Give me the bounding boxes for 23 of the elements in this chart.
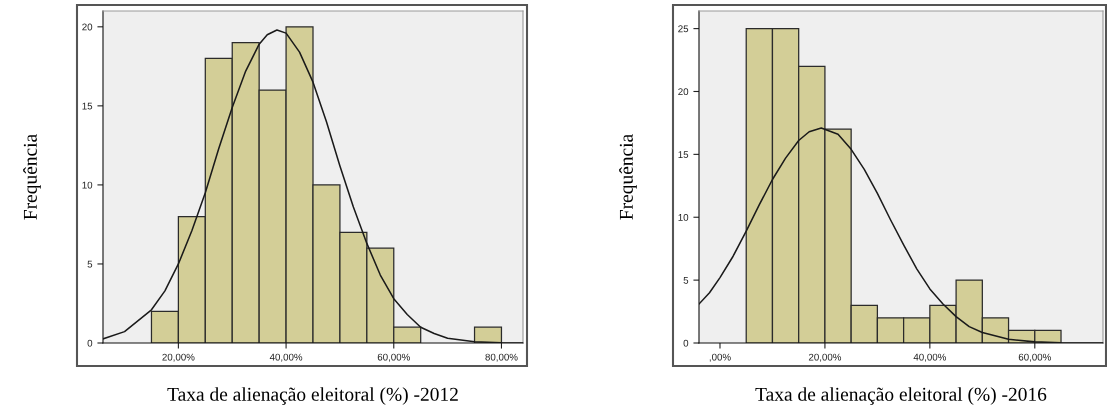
x-tick-label: ,00% (709, 353, 731, 362)
x-tick-label: 60,00% (1018, 353, 1051, 362)
y-axis-title: Frequência (23, 134, 41, 220)
x-axis-title: Taxa de alienação eleitoral (%) -2016 (755, 387, 1047, 405)
y-tick-label: 10 (678, 213, 689, 221)
y-axis-title: Frequência (619, 134, 637, 220)
y-tick-label: 5 (87, 260, 93, 268)
y-tick-label: 25 (678, 25, 689, 33)
y-tick-label: 10 (82, 181, 93, 189)
x-tick-label: 20,00% (162, 353, 195, 362)
x-tick-label: 40,00% (913, 353, 946, 362)
x-tick-label: 80,00% (485, 353, 518, 362)
y-tick-label: 0 (87, 339, 93, 347)
y-tick-label: 20 (678, 88, 689, 96)
y-tick-label: 5 (683, 276, 689, 284)
y-tick-label: 15 (678, 151, 689, 158)
y-tick-label: 20 (82, 23, 93, 31)
x-tick-label: 20,00% (808, 353, 842, 362)
x-axis-title: Taxa de alienação eleitoral (%) -2012 (167, 387, 458, 405)
x-tick-label: 40,00% (269, 353, 303, 362)
y-tick-label: 0 (683, 339, 689, 347)
x-tick-label: 60,00% (377, 353, 410, 362)
y-tick-label: 15 (82, 102, 93, 110)
